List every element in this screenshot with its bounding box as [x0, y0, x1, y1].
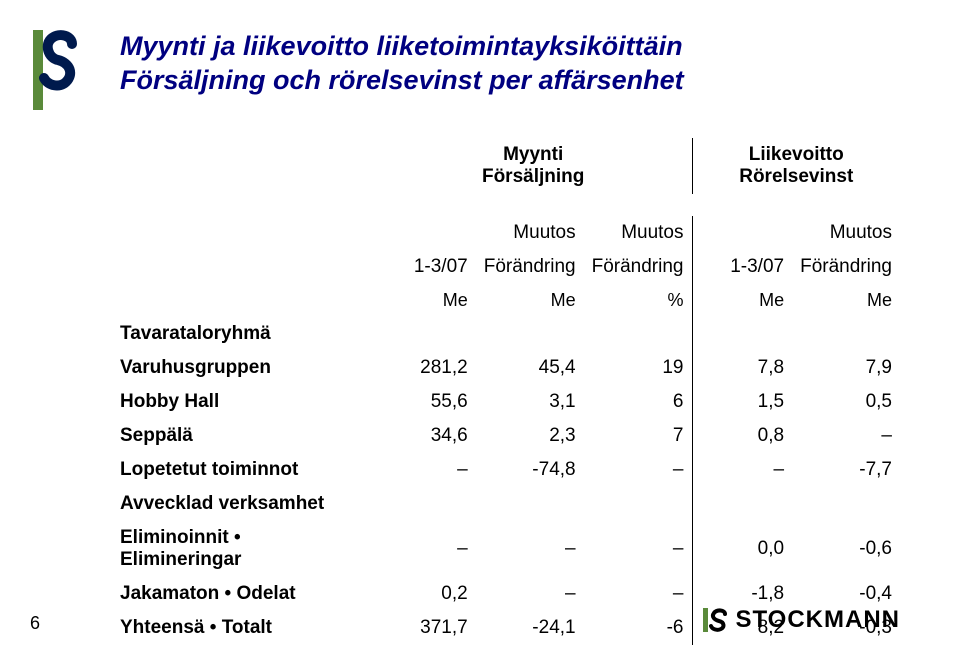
cell: 19 — [584, 351, 692, 385]
title-block: Myynti ja liikevoitto liiketoimintayksik… — [120, 30, 900, 98]
cell: – — [375, 453, 476, 487]
col2-l2: Förändring — [484, 256, 576, 277]
cell: -74,8 — [476, 453, 584, 487]
col2-l1: Muutos — [513, 222, 575, 243]
cell: – — [792, 419, 900, 453]
table-unit-row: Me Me % Me Me — [120, 284, 900, 317]
cell: -0,6 — [792, 521, 900, 577]
table-row: Hobby Hall 55,6 3,1 6 1,5 0,5 — [120, 385, 900, 419]
cell: 55,6 — [375, 385, 476, 419]
unit-3: % — [667, 290, 683, 310]
col3-l2: Förändring — [592, 256, 684, 277]
row0-label1: Tavarataloryhmä — [120, 323, 271, 344]
cell: – — [692, 453, 792, 487]
col4: 1-3/07 — [730, 256, 784, 277]
slide: Myynti ja liikevoitto liiketoimintayksik… — [0, 0, 960, 659]
cell: 3,1 — [476, 385, 584, 419]
col1: 1-3/07 — [414, 256, 468, 277]
title-line-1: Myynti ja liikevoitto liiketoimintayksik… — [120, 30, 900, 64]
row4-label1: Eliminoinnit • Elimineringar — [120, 527, 241, 570]
unit-1: Me — [443, 290, 468, 310]
table-row: Lopetetut toiminnot – -74,8 – – -7,7 — [120, 453, 900, 487]
title-line-2: Försäljning och rörelsevinst per affärse… — [120, 64, 900, 98]
table-group-header: Myynti Försäljning Liikevoitto Rörelsevi… — [120, 138, 900, 194]
group-left-l2: Försäljning — [482, 166, 584, 187]
row5-label1: Jakamaton • Odelat — [120, 583, 296, 604]
cell: 0,0 — [692, 521, 792, 577]
cell: 34,6 — [375, 419, 476, 453]
cell: 1,5 — [692, 385, 792, 419]
cell: 7,8 — [692, 351, 792, 385]
brand-logo: STOCKMANN — [703, 606, 900, 634]
cell: 7,9 — [792, 351, 900, 385]
cell: – — [584, 453, 692, 487]
cell: -24,1 — [476, 611, 584, 645]
row6-label1: Yhteensä • Totalt — [120, 617, 272, 638]
row0-label2: Varuhusgruppen — [120, 357, 271, 378]
financial-table: Myynti Försäljning Liikevoitto Rörelsevi… — [120, 138, 900, 645]
cell: 0,8 — [692, 419, 792, 453]
table-row: Seppälä 34,6 2,3 7 0,8 – — [120, 419, 900, 453]
cell: – — [476, 577, 584, 611]
cell: 6 — [584, 385, 692, 419]
col3-l1: Muutos — [621, 222, 683, 243]
table-col-header-1: Muutos Muutos Muutos — [120, 216, 900, 250]
table-row: Avvecklad verksamhet — [120, 487, 900, 521]
cell: – — [375, 521, 476, 577]
cell: 7 — [584, 419, 692, 453]
col5-l1: Muutos — [830, 222, 892, 243]
table-row: Eliminoinnit • Elimineringar – – – 0,0 -… — [120, 521, 900, 577]
company-logo-icon — [30, 30, 80, 110]
row2-label1: Seppälä — [120, 425, 193, 446]
group-right-l1: Liikevoitto — [749, 144, 844, 165]
cell: – — [584, 521, 692, 577]
cell: -6 — [584, 611, 692, 645]
col5-l2: Förändring — [800, 256, 892, 277]
unit-4: Me — [759, 290, 784, 310]
cell: -7,7 — [792, 453, 900, 487]
row3-label2: Avvecklad verksamhet — [120, 493, 324, 514]
cell: – — [476, 521, 584, 577]
page-number: 6 — [30, 613, 40, 634]
brand-text: STOCKMANN — [735, 606, 900, 633]
group-left-l1: Myynti — [503, 144, 563, 165]
cell: 2,3 — [476, 419, 584, 453]
row1-label1: Hobby Hall — [120, 391, 219, 412]
cell: – — [584, 577, 692, 611]
table-col-header-2: 1-3/07 Förändring Förändring 1-3/07 Förä… — [120, 250, 900, 284]
cell: 0,5 — [792, 385, 900, 419]
unit-5: Me — [867, 290, 892, 310]
cell: 0,2 — [375, 577, 476, 611]
row3-label1: Lopetetut toiminnot — [120, 459, 298, 480]
cell: 371,7 — [375, 611, 476, 645]
brand-mark-icon — [703, 608, 731, 632]
cell: 45,4 — [476, 351, 584, 385]
cell: 281,2 — [375, 351, 476, 385]
group-right-l2: Rörelsevinst — [739, 166, 853, 187]
unit-2: Me — [551, 290, 576, 310]
table-row: Varuhusgruppen 281,2 45,4 19 7,8 7,9 — [120, 351, 900, 385]
table-row: Tavarataloryhmä — [120, 317, 900, 351]
